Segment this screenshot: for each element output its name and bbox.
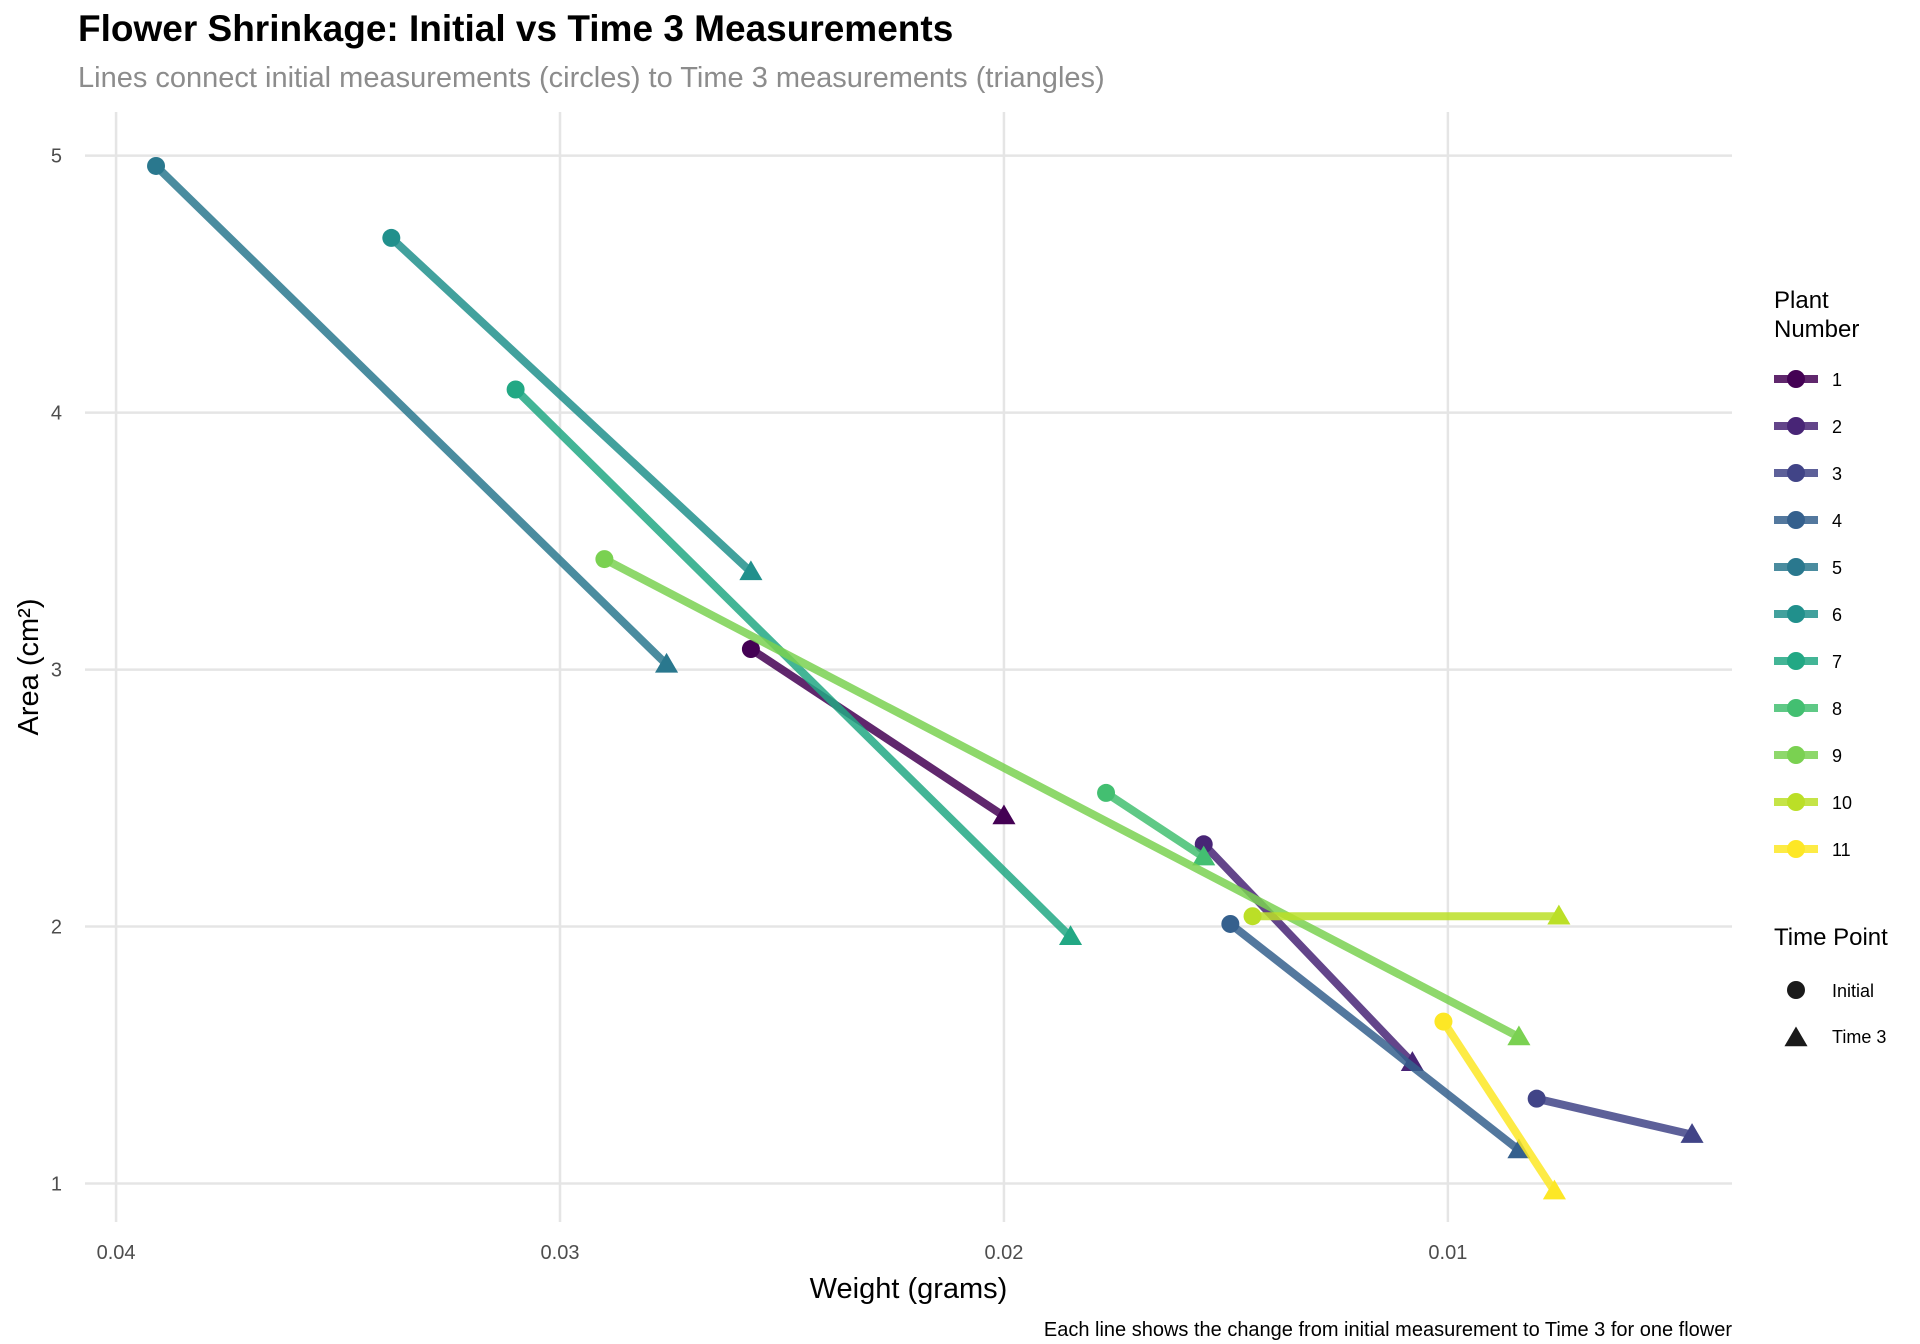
y-tick-label: 4: [51, 403, 62, 425]
initial-point-plant-10: [1243, 907, 1262, 926]
chart-subtitle: Lines connect initial measurements (circ…: [78, 62, 1105, 94]
series-line-plant-6: [388, 234, 754, 575]
legend-label-plant-2: 2: [1832, 417, 1842, 437]
legend-key-point-plant-6: [1787, 605, 1805, 623]
initial-point-plant-5: [147, 156, 166, 175]
initial-point-plant-6: [382, 228, 401, 247]
initial-point-plant-3: [1527, 1089, 1546, 1108]
initial-point-plant-8: [1097, 783, 1116, 802]
legend-label-plant-10: 10: [1832, 793, 1852, 813]
series-line-plant-8: [1103, 789, 1206, 861]
initial-point-plant-7: [506, 380, 525, 399]
x-tick-label: 0.01: [1428, 1242, 1467, 1264]
legend-label-plant-8: 8: [1832, 699, 1842, 719]
initial-point-plant-4: [1221, 914, 1240, 933]
time3-point-plant-7: [1058, 925, 1083, 946]
x-tick-label: 0.02: [984, 1242, 1023, 1264]
legend-label-plant-5: 5: [1832, 558, 1842, 578]
series-line-plant-2: [1200, 841, 1416, 1066]
series-line-plant-3: [1535, 1094, 1693, 1139]
legend-shape-label: Initial: [1832, 981, 1874, 1001]
series-line-plant-5: [153, 163, 670, 668]
time3-point-plant-3: [1680, 1123, 1704, 1143]
time3-point-plant-10: [1547, 904, 1571, 925]
legend-color-title: Plant Number: [1774, 287, 1859, 343]
time3-point-plant-5: [655, 652, 679, 673]
series-line-plant-4: [1227, 920, 1522, 1154]
legend-label-plant-1: 1: [1832, 370, 1842, 390]
initial-point-plant-11: [1434, 1012, 1453, 1031]
x-tick-label: 0.04: [97, 1242, 136, 1264]
time3-point-plant-8: [1192, 845, 1216, 866]
x-axis-label: Weight (grams): [810, 1273, 1008, 1305]
legend-key-point-plant-9: [1787, 746, 1805, 764]
y-tick-label: 5: [51, 146, 62, 168]
legend-key-point-plant-11: [1787, 840, 1805, 858]
legend-label-plant-11: 11: [1832, 840, 1851, 860]
y-axis-label: Area (cm²): [13, 599, 45, 736]
legend-key-point-plant-7: [1787, 652, 1805, 670]
series-line-plant-9: [602, 555, 1521, 1041]
legend-label-plant-7: 7: [1832, 652, 1842, 672]
legend-key-point-plant-1: [1787, 370, 1805, 388]
legend-time3-shape-icon: [1784, 1026, 1808, 1047]
chart-caption: Each line shows the change from initial …: [1044, 1319, 1732, 1341]
legend-key-point-plant-8: [1787, 699, 1805, 717]
time3-point-plant-4: [1507, 1138, 1531, 1159]
legend-label-plant-6: 6: [1832, 605, 1842, 625]
legend-key-point-plant-10: [1787, 793, 1805, 811]
legend-initial-shape-icon: [1787, 981, 1805, 999]
legend-key-point-plant-5: [1787, 558, 1805, 576]
y-tick-label: 1: [51, 1173, 62, 1195]
initial-point-plant-9: [595, 550, 614, 569]
legend-key-point-plant-2: [1787, 417, 1805, 435]
initial-point-plant-2: [1194, 835, 1213, 854]
legend-shape-title: Time Point: [1774, 924, 1888, 951]
chart-title: Flower Shrinkage: Initial vs Time 3 Meas…: [78, 8, 954, 49]
legend-label-plant-9: 9: [1832, 746, 1842, 766]
time3-point-plant-9: [1507, 1025, 1531, 1046]
legend-key-point-plant-4: [1787, 511, 1805, 529]
series-line-plant-11: [1440, 1019, 1558, 1194]
x-tick-label: 0.03: [541, 1242, 580, 1264]
initial-point-plant-1: [741, 640, 760, 659]
time3-point-plant-1: [992, 804, 1016, 825]
y-tick-label: 2: [51, 917, 62, 939]
series-line-plant-7: [512, 386, 1074, 940]
legend-label-plant-4: 4: [1832, 511, 1842, 531]
time3-point-plant-11: [1542, 1179, 1566, 1200]
y-tick-label: 3: [51, 660, 62, 682]
legend-key-point-plant-3: [1787, 464, 1805, 482]
time3-point-plant-6: [739, 560, 763, 581]
series-line-plant-1: [748, 645, 1007, 820]
legend-label-plant-3: 3: [1832, 464, 1842, 484]
legend-shape-label: Time 3: [1832, 1027, 1886, 1047]
